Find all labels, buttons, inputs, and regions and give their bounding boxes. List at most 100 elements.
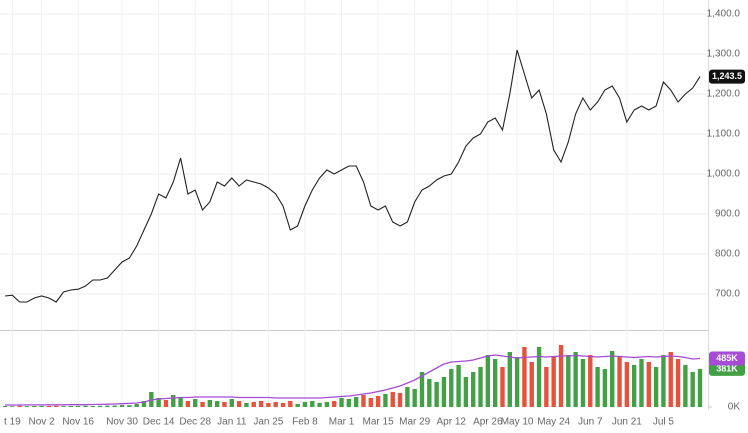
volume-bar [500,367,505,407]
volume-bar [46,406,52,407]
volume-bar [266,403,271,407]
x-tick-label: t 19 [4,417,21,428]
volume-bar [697,368,703,407]
volume-bar [675,359,681,407]
volume-bar [449,369,454,407]
volume-bar [317,403,322,407]
y-tick-label: 800.0 [715,249,740,260]
x-tick-label: Mar 1 [329,417,355,428]
volume-bar [90,406,95,407]
x-tick-label: May 24 [537,417,570,428]
value-badge: 1,243.5 [709,69,745,84]
volume-bar [514,357,520,407]
x-tick-label: Mar 15 [363,417,395,428]
volume-bar [185,401,191,407]
volume-bar [32,406,37,407]
volume-bar [141,401,147,407]
volume-bar [668,352,673,407]
volume-bar [273,402,278,407]
x-tick-label: Dec 28 [179,417,211,428]
x-tick-label: Jun 21 [612,417,642,428]
volume-bar [134,404,139,407]
badge-label: 1,243.5 [712,71,742,81]
volume-bar [602,369,608,407]
x-tick-label: Nov 16 [62,417,94,428]
volume-bar [368,398,373,407]
volume-bar [375,396,381,407]
volume-bar [631,365,637,407]
volume-bar [683,365,688,407]
volume-bar [207,400,213,407]
y-tick-label: 1,300.0 [707,49,741,60]
volume-bar [97,405,103,407]
volume-bar [214,401,220,407]
volume-bar [595,367,600,407]
volume-bar [280,403,286,407]
volume-bar [551,357,556,407]
y-tick-label: 1,400.0 [707,9,741,20]
y-tick-label: 900.0 [715,209,740,220]
volume-bar [588,355,593,407]
volume-bar [339,398,344,407]
volume-bar [361,395,366,407]
volume-bar [193,399,198,407]
volume-bar [427,379,432,407]
y-tick-label: 1,100.0 [707,129,741,140]
volume-bar [244,403,249,407]
volume-bar [251,402,256,407]
badge-label: 485K [716,353,738,363]
volume-bar [222,402,227,407]
badge-box [709,351,745,366]
volume-bar [353,397,359,407]
volume-bar [68,406,74,407]
x-tick-label: Feb 8 [292,417,318,428]
volume-bar [397,393,403,407]
volume-bar [441,377,447,407]
volume-bar [119,405,125,407]
volume-bar [419,372,425,407]
y-tick-label: 700.0 [715,289,740,300]
volume-bar [324,402,330,407]
volume-bar [610,351,615,407]
x-tick-label: Apr 12 [437,417,467,428]
volume-bar [200,402,205,407]
x-tick-label: Dec 14 [143,417,175,428]
volume-bar [75,405,81,407]
x-tick-label: Jul 5 [653,417,675,428]
volume-bar [646,362,651,407]
volume-bar [661,355,666,407]
y-tick-label: 1,200.0 [707,89,741,100]
volume-bar [302,402,308,407]
volume-bar [24,406,30,407]
y-tick-label: 0K [728,402,741,413]
volume-bar [295,404,300,407]
badge-label: 381K [716,363,738,373]
volume-bar [558,345,564,407]
price-line [5,354,701,406]
x-tick-label: Mar 29 [399,417,431,428]
volume-bar [171,395,176,407]
volume-bar [10,406,15,407]
volume-bar [478,367,483,407]
volume-bar [653,367,659,407]
volume-bar [236,401,242,407]
volume-bar [105,405,110,407]
volume-bar [573,352,578,407]
value-badge: 485K [709,351,745,366]
volume-bar [617,357,622,407]
x-tick-label: Jun 7 [578,417,603,428]
x-tick-label: Nov 2 [29,417,56,428]
volume-bar [229,399,234,407]
volume-bar [434,382,439,407]
volume-bar [156,398,161,407]
volume-bar [405,387,410,407]
volume-bar [580,359,586,407]
x-tick-label: Nov 30 [106,417,138,428]
x-tick-label: Jan 25 [253,417,283,428]
volume-bar [485,355,491,407]
volume-bar [2,406,8,407]
volume-bar [83,405,88,407]
volume-bar [163,400,169,407]
volume-bar [346,399,352,407]
